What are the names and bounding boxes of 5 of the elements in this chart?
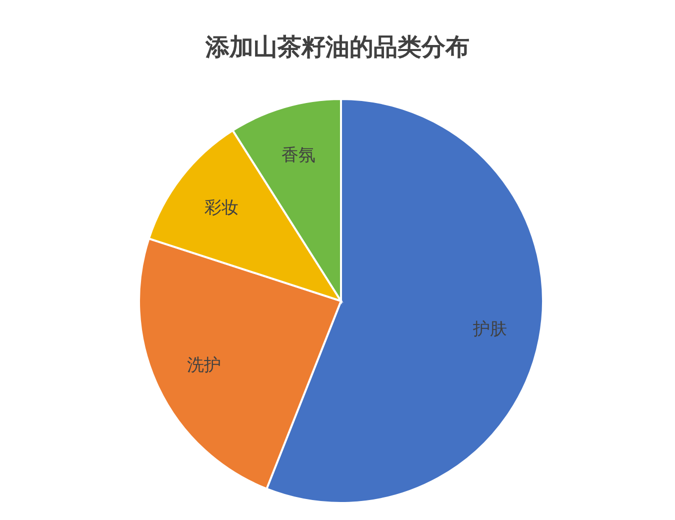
slice-label: 香氛: [282, 146, 316, 166]
chart-title: 添加山茶籽油的品类分布: [204, 33, 470, 61]
slice-label: 护肤: [472, 319, 507, 340]
slice-label: 洗护: [186, 356, 221, 376]
slice-label: 彩妆: [204, 198, 238, 218]
